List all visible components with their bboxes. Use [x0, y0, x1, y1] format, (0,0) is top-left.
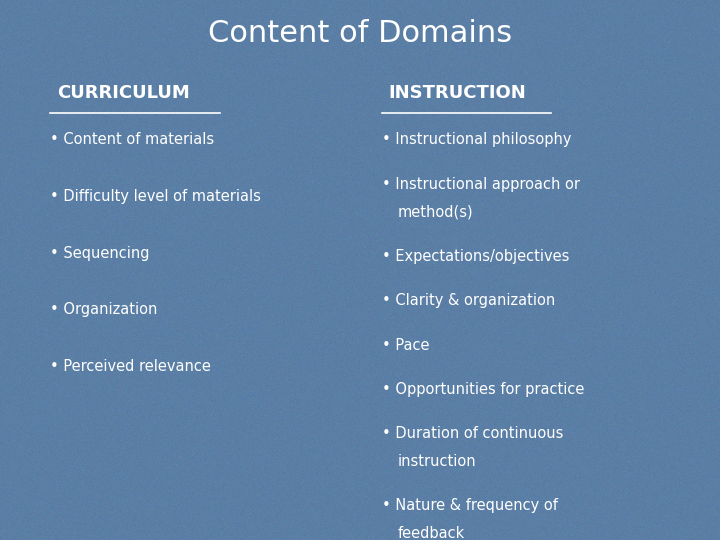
- Text: • Opportunities for practice: • Opportunities for practice: [382, 382, 584, 397]
- Text: INSTRUCTION: INSTRUCTION: [389, 84, 526, 102]
- Text: • Clarity & organization: • Clarity & organization: [382, 293, 555, 308]
- Text: • Organization: • Organization: [50, 302, 158, 318]
- Text: instruction: instruction: [397, 454, 476, 469]
- Text: • Expectations/objectives: • Expectations/objectives: [382, 249, 569, 264]
- Text: method(s): method(s): [397, 205, 473, 220]
- Text: • Difficulty level of materials: • Difficulty level of materials: [50, 189, 261, 204]
- Text: feedback: feedback: [397, 526, 464, 540]
- Text: • Nature & frequency of: • Nature & frequency of: [382, 498, 557, 514]
- Text: CURRICULUM: CURRICULUM: [58, 84, 190, 102]
- Text: • Content of materials: • Content of materials: [50, 132, 215, 147]
- Text: Content of Domains: Content of Domains: [208, 19, 512, 48]
- Text: • Perceived relevance: • Perceived relevance: [50, 359, 211, 374]
- Text: • Instructional philosophy: • Instructional philosophy: [382, 132, 571, 147]
- Text: • Pace: • Pace: [382, 338, 429, 353]
- Text: • Sequencing: • Sequencing: [50, 246, 150, 261]
- Text: • Duration of continuous: • Duration of continuous: [382, 426, 563, 441]
- Text: • Instructional approach or: • Instructional approach or: [382, 177, 580, 192]
